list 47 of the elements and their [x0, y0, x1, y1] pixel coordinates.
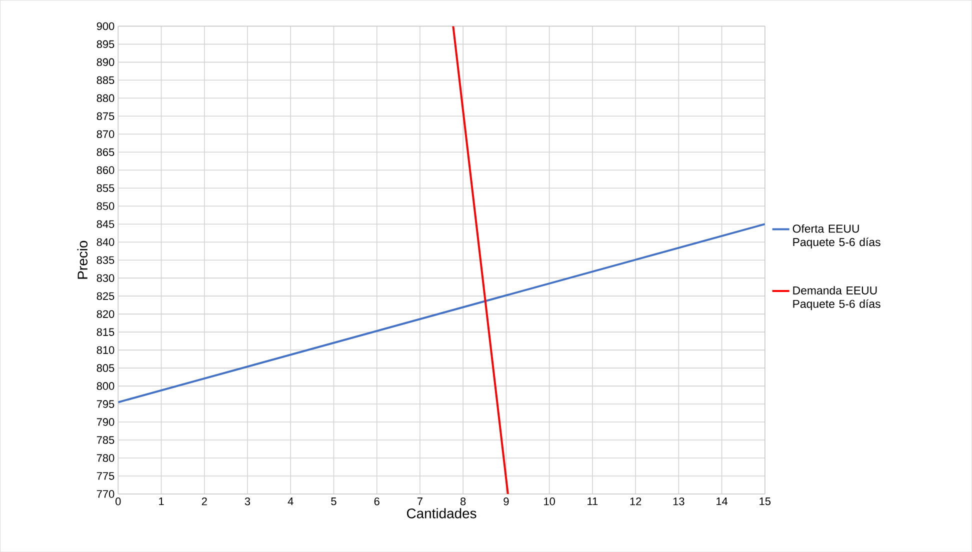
y-tick-label: 890	[96, 58, 114, 66]
y-tick-label: 795	[96, 400, 114, 408]
y-tick-label: 900	[96, 22, 114, 30]
y-tick-label: 800	[96, 382, 114, 390]
y-tick-label: 775	[96, 472, 114, 480]
y-tick-label: 865	[96, 148, 114, 156]
x-tick-label: 7	[417, 497, 422, 505]
x-tick-label: 8	[460, 497, 466, 506]
y-axis-title: Precio	[77, 240, 88, 279]
y-tick-label: 780	[96, 454, 114, 462]
x-tick-label: 11	[588, 497, 598, 505]
y-tick-label: 850	[96, 202, 114, 210]
x-axis-title: Cantidades	[406, 508, 476, 518]
y-tick-label: 875	[96, 112, 114, 120]
x-tick-label: 14	[716, 497, 728, 505]
y-tick-label: 805	[96, 364, 114, 372]
y-tick-label: 820	[96, 310, 114, 318]
y-tick-label: 790	[96, 418, 114, 426]
x-tick-label: 6	[374, 497, 380, 506]
y-tick-label: 815	[96, 328, 114, 336]
y-tick-label: 895	[96, 40, 114, 48]
y-tick-label: 855	[96, 184, 114, 192]
legend-label: Demanda EEUU Paquete 5-6 días	[793, 286, 880, 310]
x-tick-label: 3	[244, 497, 250, 506]
y-tick-label: 880	[96, 94, 114, 102]
legend-label: Oferta EEUU Paquete 5-6 días	[792, 224, 880, 248]
y-tick-label: 840	[96, 238, 114, 246]
y-tick-label: 835	[96, 256, 114, 264]
x-tick-label: 2	[202, 497, 207, 506]
y-tick-label: 785	[96, 436, 114, 444]
x-tick-label: 1	[159, 497, 164, 505]
x-tick-label: 0	[116, 497, 121, 506]
x-tick-label: 4	[288, 497, 294, 505]
y-tick-label: 825	[96, 292, 114, 300]
y-tick-label: 810	[96, 346, 114, 354]
y-tick-label: 845	[96, 220, 114, 228]
y-tick-label: 830	[96, 274, 114, 282]
x-tick-label: 15	[760, 497, 771, 506]
x-tick-label: 5	[331, 497, 336, 506]
y-tick-label: 770	[96, 490, 114, 498]
y-tick-label: 885	[96, 76, 114, 84]
x-tick-label: 9	[504, 497, 509, 506]
y-tick-label: 870	[96, 130, 114, 138]
x-tick-label: 13	[673, 497, 684, 506]
x-tick-label: 10	[544, 497, 555, 506]
x-tick-label: 12	[630, 497, 642, 506]
y-tick-label: 860	[96, 166, 114, 174]
